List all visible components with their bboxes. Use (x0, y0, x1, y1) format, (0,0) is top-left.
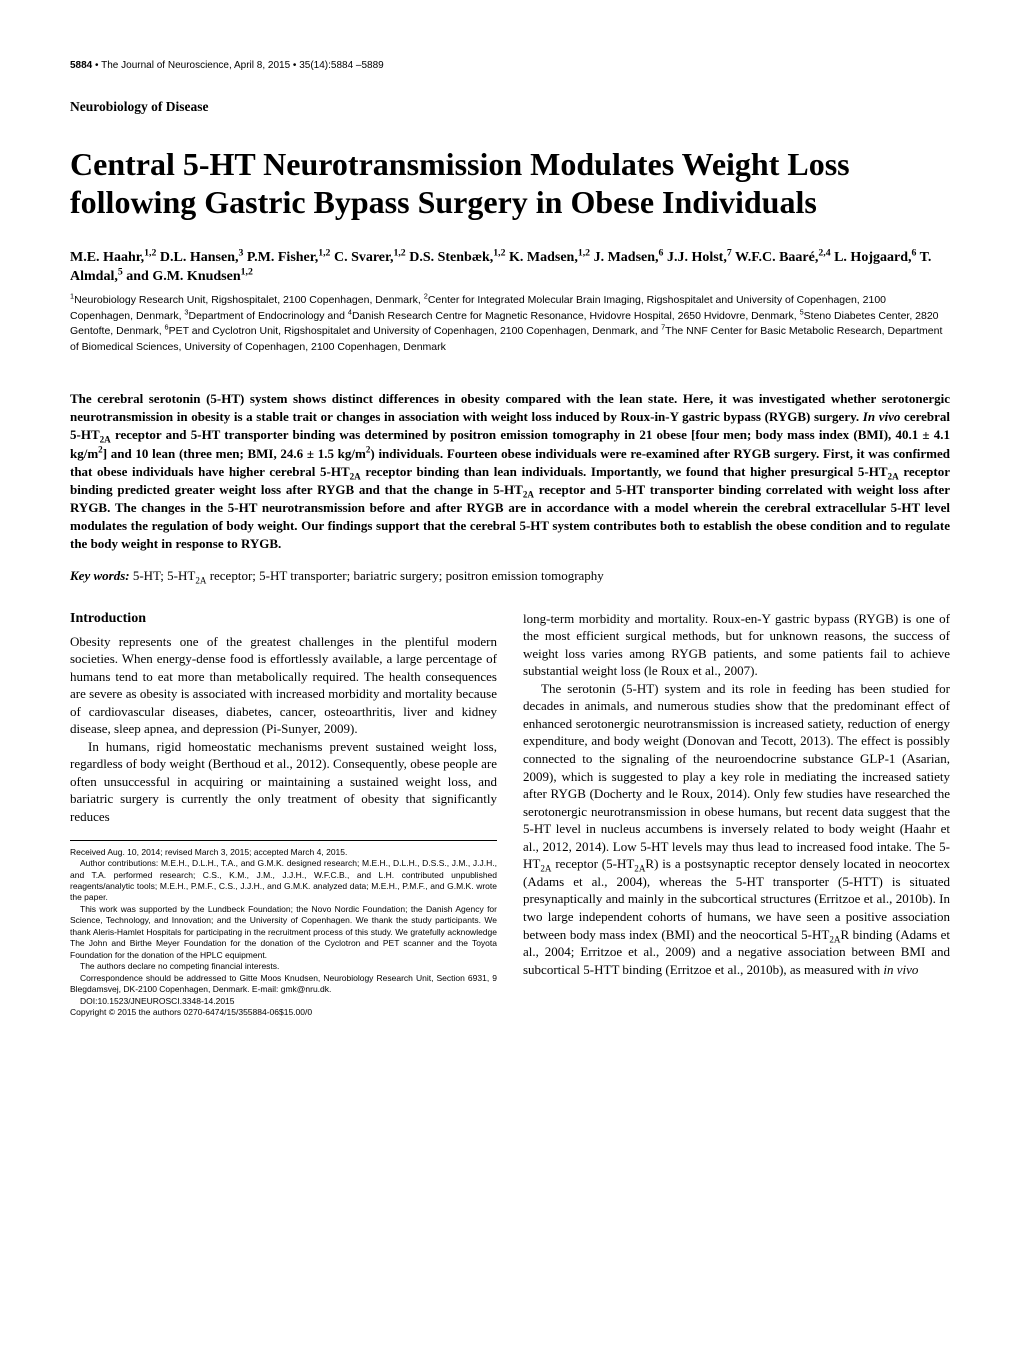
column-left: Introduction Obesity represents one of t… (70, 610, 497, 1019)
author-list: M.E. Haahr,1,2 D.L. Hansen,3 P.M. Fisher… (70, 248, 950, 287)
footnote-copyright: Copyright © 2015 the authors 0270-6474/1… (70, 1007, 497, 1018)
footnote-coi: The authors declare no competing financi… (70, 961, 497, 972)
footnote-received: Received Aug. 10, 2014; revised March 3,… (70, 847, 497, 858)
body-paragraph: Obesity represents one of the greatest c… (70, 633, 497, 738)
introduction-heading: Introduction (70, 610, 497, 629)
page-number: 5884 (70, 60, 92, 71)
affiliations: 1Neurobiology Research Unit, Rigshospita… (70, 293, 950, 356)
body-paragraph: The serotonin (5-HT) system and its role… (523, 680, 950, 978)
footnote-funding: This work was supported by the Lundbeck … (70, 904, 497, 961)
section-label: Neurobiology of Disease (70, 99, 950, 115)
abstract: The cerebral serotonin (5-HT) system sho… (70, 390, 950, 554)
footnotes-block: Received Aug. 10, 2014; revised March 3,… (70, 840, 497, 1019)
body-columns: Introduction Obesity represents one of t… (70, 610, 950, 1019)
body-paragraph: long-term morbidity and mortality. Roux-… (523, 610, 950, 680)
keywords-text: 5-HT; 5-HT2A receptor; 5-HT transporter;… (133, 568, 604, 583)
footnote-doi: DOI:10.1523/JNEUROSCI.3348-14.2015 (70, 996, 497, 1007)
article-title: Central 5-HT Neurotransmission Modulates… (70, 145, 950, 222)
column-right: long-term morbidity and mortality. Roux-… (523, 610, 950, 978)
footnote-contributions: Author contributions: M.E.H., D.L.H., T.… (70, 858, 497, 904)
footnote-correspondence: Correspondence should be addressed to Gi… (70, 973, 497, 996)
body-paragraph: In humans, rigid homeostatic mechanisms … (70, 738, 497, 826)
journal-reference: The Journal of Neuroscience, April 8, 20… (101, 60, 384, 71)
keywords-line: Key words: 5-HT; 5-HT2A receptor; 5-HT t… (70, 568, 950, 584)
running-header: 5884 • The Journal of Neuroscience, Apri… (70, 60, 950, 71)
keywords-label: Key words: (70, 568, 130, 583)
